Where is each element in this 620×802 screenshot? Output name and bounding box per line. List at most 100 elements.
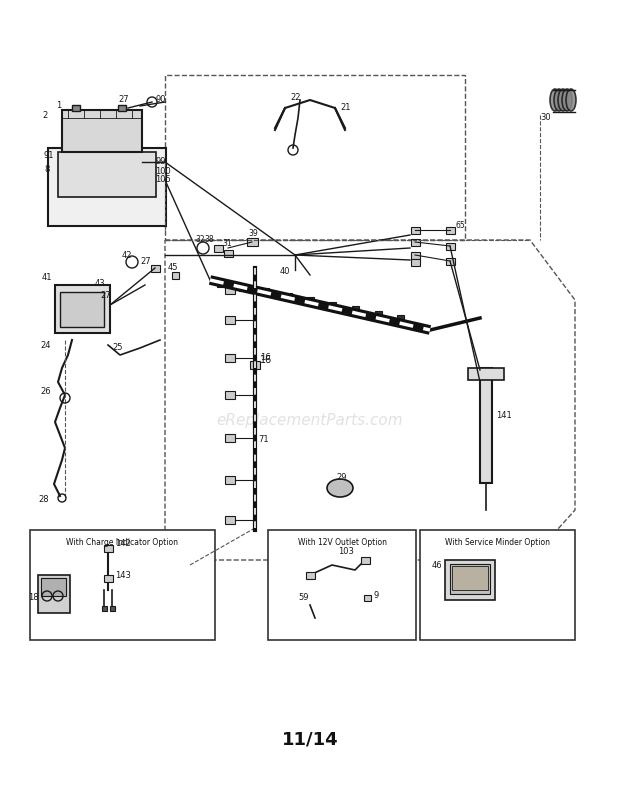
Text: 41: 41 xyxy=(42,273,53,282)
Text: 32: 32 xyxy=(195,236,205,245)
Text: 143: 143 xyxy=(115,570,131,580)
Text: 29: 29 xyxy=(336,473,347,483)
Bar xyxy=(446,257,454,265)
Text: 27: 27 xyxy=(118,95,128,104)
Bar xyxy=(41,578,66,596)
Text: 141: 141 xyxy=(496,411,511,419)
Bar xyxy=(225,316,235,324)
Bar xyxy=(225,354,235,362)
Bar xyxy=(446,242,454,249)
Text: 65: 65 xyxy=(456,221,466,229)
Text: 1: 1 xyxy=(56,102,61,111)
Ellipse shape xyxy=(562,89,572,111)
Bar xyxy=(239,283,246,290)
Bar xyxy=(38,575,70,613)
Text: 90: 90 xyxy=(156,95,167,104)
Bar xyxy=(60,292,104,327)
Text: 21: 21 xyxy=(340,103,350,112)
Bar xyxy=(102,606,107,610)
Text: 71: 71 xyxy=(258,435,268,444)
Bar xyxy=(480,368,492,483)
Bar xyxy=(250,361,260,369)
Bar xyxy=(450,564,490,594)
Bar xyxy=(110,606,115,610)
Bar xyxy=(55,285,110,333)
Text: 59: 59 xyxy=(298,593,309,602)
Bar xyxy=(360,557,370,564)
Bar xyxy=(363,595,371,601)
Bar xyxy=(285,293,291,299)
Text: With Service Minder Option: With Service Minder Option xyxy=(445,538,550,547)
Text: 31: 31 xyxy=(222,240,232,249)
Text: 9: 9 xyxy=(373,592,378,601)
Ellipse shape xyxy=(558,89,568,111)
Text: 39: 39 xyxy=(248,229,258,238)
Text: 11/14: 11/14 xyxy=(281,731,339,749)
Bar xyxy=(72,105,80,111)
Text: 16: 16 xyxy=(260,355,272,365)
Text: 105: 105 xyxy=(155,176,170,184)
Bar xyxy=(329,302,335,309)
Bar xyxy=(118,105,126,111)
Bar xyxy=(446,226,454,233)
Bar xyxy=(225,476,235,484)
Bar xyxy=(62,110,142,152)
Text: 8: 8 xyxy=(44,165,50,175)
Bar xyxy=(452,566,488,590)
Bar xyxy=(397,314,404,322)
Bar xyxy=(306,572,314,578)
Bar xyxy=(30,530,215,640)
Ellipse shape xyxy=(327,479,353,497)
Bar xyxy=(172,272,179,278)
Text: 24: 24 xyxy=(40,341,50,350)
Text: 40: 40 xyxy=(280,268,291,277)
Bar xyxy=(225,434,235,442)
Bar xyxy=(374,310,381,318)
Ellipse shape xyxy=(554,89,564,111)
Bar xyxy=(48,148,166,226)
Text: 16: 16 xyxy=(260,354,270,363)
Bar xyxy=(104,574,112,581)
Text: 99: 99 xyxy=(155,157,166,167)
Text: 38: 38 xyxy=(204,236,214,245)
Ellipse shape xyxy=(566,89,576,111)
Text: 26: 26 xyxy=(40,387,51,396)
Bar xyxy=(468,368,504,380)
Text: 103: 103 xyxy=(338,548,354,557)
Text: 43: 43 xyxy=(95,278,105,287)
Bar xyxy=(213,245,223,252)
Bar xyxy=(225,516,235,524)
Bar xyxy=(268,530,416,640)
Bar xyxy=(225,391,235,399)
Bar xyxy=(262,287,268,294)
Bar xyxy=(410,258,420,265)
Bar xyxy=(223,249,232,257)
Text: 25: 25 xyxy=(112,343,123,353)
Text: 42: 42 xyxy=(122,250,133,260)
Text: 18: 18 xyxy=(28,593,38,602)
Text: 28: 28 xyxy=(38,496,48,504)
Text: 91: 91 xyxy=(44,151,55,160)
Text: 22: 22 xyxy=(290,92,301,102)
Bar xyxy=(306,297,314,303)
Bar xyxy=(104,545,112,552)
Text: 46: 46 xyxy=(432,561,443,569)
Text: With 12V Outlet Option: With 12V Outlet Option xyxy=(298,538,386,547)
Text: With Charge Indicator Option: With Charge Indicator Option xyxy=(66,538,179,547)
Text: 2: 2 xyxy=(42,111,47,119)
Bar xyxy=(410,252,420,258)
Bar xyxy=(58,152,156,197)
Bar xyxy=(165,75,465,240)
Bar xyxy=(420,530,575,640)
Text: eReplacementParts.com: eReplacementParts.com xyxy=(216,414,404,428)
Bar xyxy=(352,306,358,313)
Bar xyxy=(216,280,223,286)
Bar xyxy=(247,238,257,246)
Bar xyxy=(151,265,159,272)
Bar xyxy=(225,286,235,294)
Ellipse shape xyxy=(301,591,319,605)
Ellipse shape xyxy=(550,89,560,111)
Bar xyxy=(410,226,420,233)
Text: 100: 100 xyxy=(155,168,170,176)
Text: 45: 45 xyxy=(168,264,179,273)
